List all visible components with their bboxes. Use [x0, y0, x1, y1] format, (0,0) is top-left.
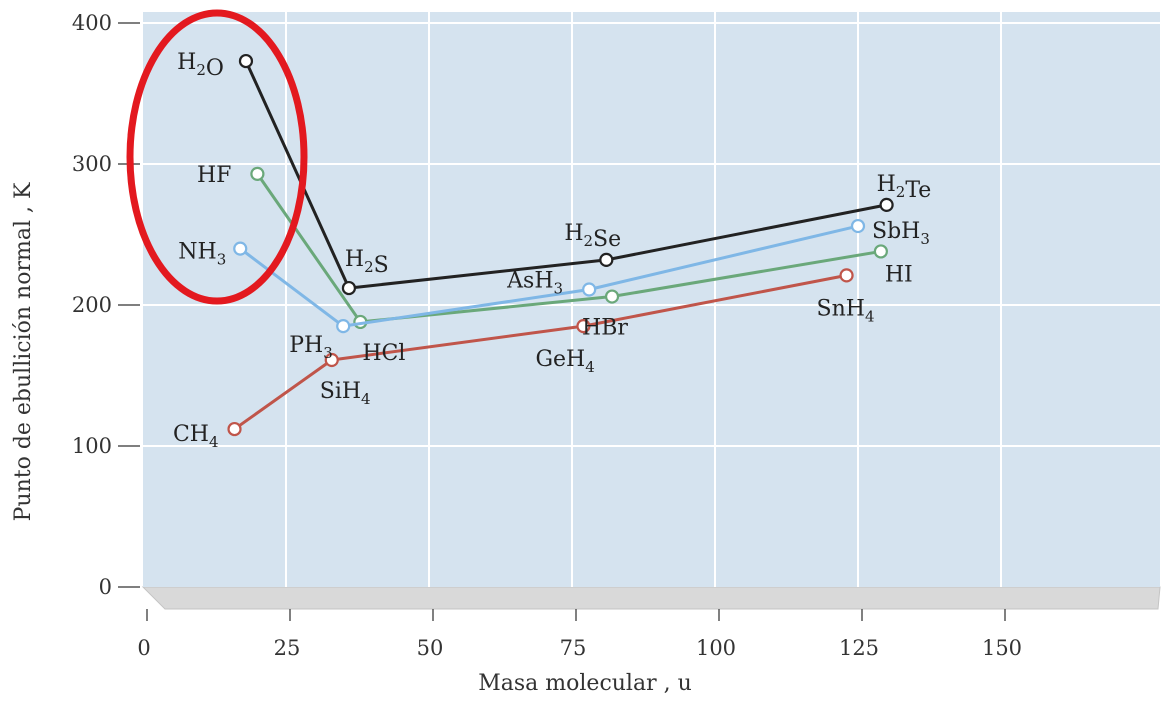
formula-subscript: 3 [217, 251, 227, 269]
x-tick-label: 100 [696, 636, 736, 660]
formula-subscript: 2 [364, 258, 374, 276]
point-label: H2S [345, 247, 389, 278]
point-label: H2O [177, 50, 224, 81]
formula-text: S [374, 253, 389, 278]
data-point [850, 218, 866, 234]
x-tick-label: 125 [839, 636, 879, 660]
formula-text: O [206, 56, 224, 81]
formula-text: SnH [817, 296, 865, 321]
point-label: GeH4 [535, 347, 594, 376]
data-point [839, 268, 854, 283]
series-line [233, 273, 847, 431]
point-label: SbH3 [872, 219, 930, 248]
y-tick-label: 200 [72, 293, 112, 317]
plot-area [143, 12, 1160, 587]
point-labels-layer: H2OH2SH2SeH2TeHFHClHBrHINH3PH3AsH3SbH3CH… [173, 50, 931, 451]
annotation-layer [126, 9, 308, 305]
formula-subscript: 4 [585, 358, 595, 376]
data-point [233, 241, 248, 256]
formula-text: SbH [872, 219, 920, 244]
formula-text: HI [885, 262, 913, 287]
point-label: HBr [582, 316, 628, 341]
formula-text: PH [289, 333, 323, 358]
x-tick-label: 150 [982, 636, 1022, 660]
formula-text: H [564, 221, 583, 246]
y-tick-label: 300 [72, 152, 112, 176]
formula-text: HBr [582, 316, 628, 341]
data-point [604, 289, 620, 304]
data-point [599, 252, 614, 267]
formula-text: H [345, 247, 364, 272]
series-line [244, 60, 887, 290]
point-label: HI [885, 262, 913, 287]
axes-layer: 0 100 200 300 400 0 25 50 75 100 125 150 [72, 11, 1022, 660]
plot-floor [141, 586, 1161, 610]
formula-subscript: 4 [209, 433, 219, 451]
formula-text: CH [173, 422, 209, 447]
series-layer [227, 53, 894, 437]
formula-text: H [877, 172, 896, 197]
formula-subscript: 4 [361, 390, 371, 408]
data-point [250, 166, 265, 181]
data-point [238, 53, 254, 69]
formula-subscript: 3 [323, 344, 333, 362]
data-point [576, 319, 591, 334]
formula-text: Te [905, 178, 931, 203]
point-label: H2Te [877, 172, 932, 203]
formula-text: HCl [362, 341, 405, 366]
point-label: SnH4 [817, 296, 875, 325]
data-point [227, 421, 242, 437]
point-label: H2Se [564, 221, 621, 252]
point-label: HCl [362, 341, 405, 366]
point-label: NH3 [178, 240, 226, 269]
formula-text: AsH [506, 268, 553, 293]
x-tick-label: 25 [274, 636, 301, 660]
data-point [873, 244, 888, 259]
y-tick-label: 0 [99, 575, 112, 599]
formula-subscript: 2 [896, 183, 906, 201]
series-line [239, 224, 859, 328]
formula-text: H [177, 50, 196, 75]
formula-subscript: 2 [584, 232, 594, 250]
data-point [336, 319, 351, 334]
point-label: PH3 [289, 333, 333, 362]
y-tick-label: 400 [72, 11, 112, 35]
x-tick-label: 50 [417, 636, 444, 660]
x-axis-title: Masa molecular , u [478, 671, 692, 696]
point-label: AsH3 [506, 268, 563, 297]
data-point [341, 280, 357, 296]
point-label: SiH4 [320, 379, 371, 408]
x-tick-label: 0 [137, 636, 150, 660]
formula-text: SiH [320, 379, 361, 404]
data-point [324, 352, 339, 368]
formula-subscript: 2 [196, 61, 206, 79]
formula-text: Se [593, 227, 621, 252]
formula-subscript: 3 [554, 279, 564, 297]
formula-subscript: 3 [920, 230, 930, 248]
highlight-ellipse [126, 9, 308, 305]
series-line [256, 173, 882, 324]
x-tick-label: 75 [560, 636, 587, 660]
formula-text: GeH [535, 347, 585, 372]
y-axis-title: Punto de ebullición normal , K [11, 182, 36, 521]
data-point [582, 282, 597, 297]
point-label: HF [197, 163, 231, 188]
point-label: CH4 [173, 422, 219, 451]
y-tick-label: 100 [72, 434, 112, 458]
grid-layer [143, 12, 1160, 587]
formula-text: NH [178, 240, 216, 265]
formula-subscript: 4 [865, 307, 875, 325]
plot-background-layer [141, 12, 1161, 610]
formula-text: HF [197, 163, 231, 188]
data-point [879, 197, 894, 212]
